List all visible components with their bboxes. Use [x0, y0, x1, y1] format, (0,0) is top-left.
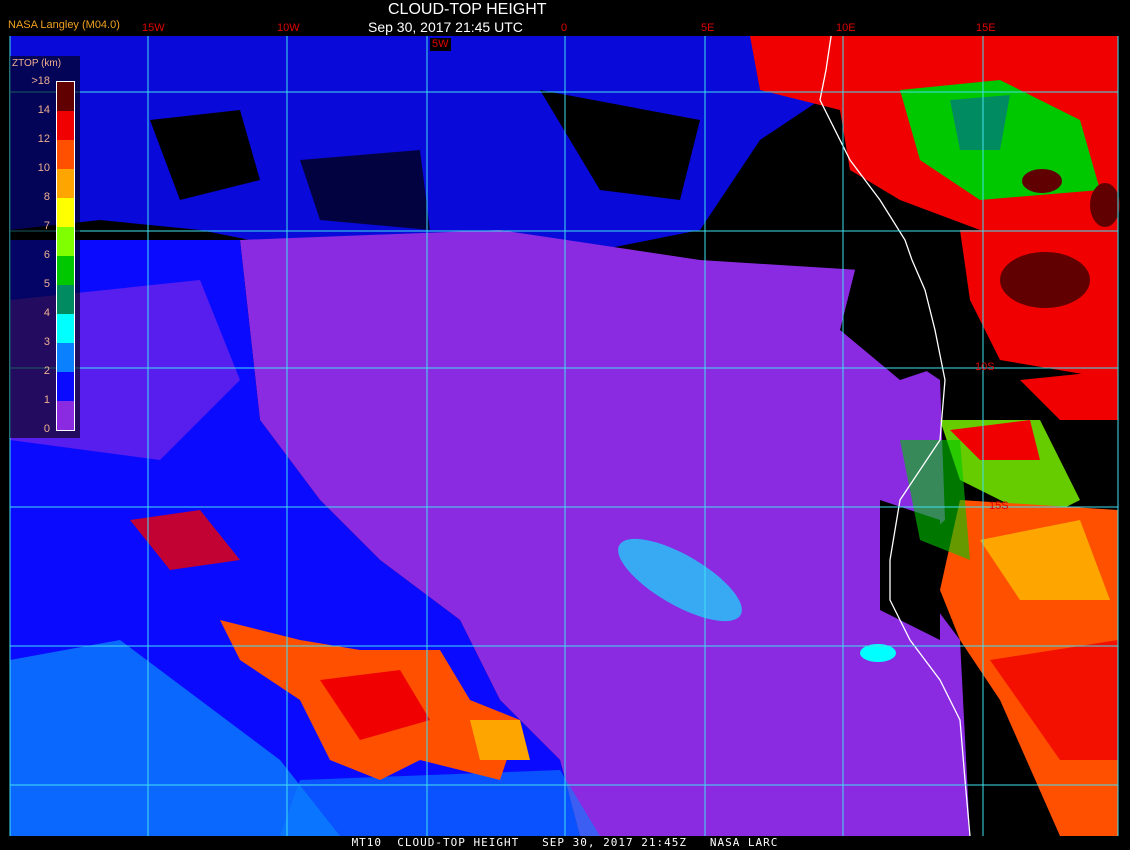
lon-label-10w: 10W: [277, 22, 300, 34]
legend-tick-label: >18: [31, 75, 50, 87]
lon-label-5e: 5E: [701, 22, 715, 34]
footer-caption: MT10 CLOUD-TOP HEIGHT SEP 30, 2017 21:45…: [351, 836, 779, 849]
legend-tick-label: 7: [43, 220, 50, 232]
legend-swatch-5: [57, 256, 74, 285]
legend-tick-label: 5: [43, 278, 50, 290]
legend-swatch-1: [57, 372, 74, 401]
legend-tick-label: 4: [43, 307, 50, 319]
legend-tick-label: 3: [43, 336, 50, 348]
legend-tick-label: 1: [43, 394, 50, 406]
timestamp: Sep 30, 2017 21:45 UTC: [368, 19, 523, 35]
legend-tick-label: 14: [37, 104, 50, 116]
legend-tick-label: 2: [43, 365, 50, 377]
legend-swatch-11: [57, 82, 74, 111]
legend-swatch-4: [57, 285, 74, 314]
lat-label-15s: 15S: [989, 500, 1009, 512]
credit-label: NASA Langley (M04.0): [8, 19, 120, 31]
legend-swatch-7: [57, 198, 74, 227]
legend-tick-label: 6: [43, 249, 50, 261]
map-title: CLOUD-TOP HEIGHT: [388, 1, 547, 18]
legend-swatch-8: [57, 169, 74, 198]
legend-swatch-2: [57, 343, 74, 372]
lat-label-10s: 10S: [975, 361, 995, 373]
legend-swatch-9: [57, 140, 74, 169]
legend-swatch-0: [57, 401, 74, 430]
coastline: [819, 9, 971, 837]
legend-swatch-10: [57, 111, 74, 140]
legend-title: ZTOP (km): [12, 58, 62, 69]
legend-color-bar: [56, 81, 75, 431]
legend-tick-label: 8: [43, 191, 50, 203]
legend-swatch-6: [57, 227, 74, 256]
legend-swatch-3: [57, 314, 74, 343]
legend-tick-label: 0: [43, 423, 50, 435]
legend-tick-label: 12: [37, 133, 50, 145]
legend-tick-label: 10: [37, 162, 50, 174]
lon-label-15e: 15E: [976, 22, 996, 34]
lon-label-10e: 10E: [836, 22, 856, 34]
lon-label-15w: 15W: [142, 22, 165, 34]
lon-label-0: 0: [561, 22, 568, 34]
lon-label-5w: 5W: [430, 38, 451, 51]
